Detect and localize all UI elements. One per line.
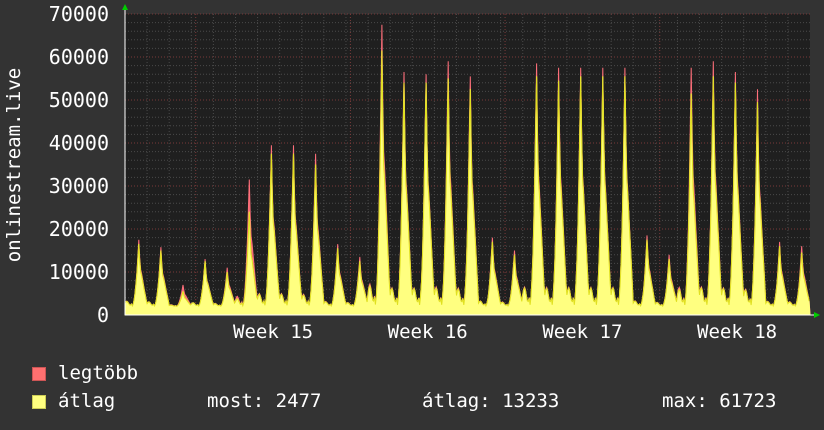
y-tick-label: 40000 [49,131,109,155]
y-axis-arrow [122,4,128,10]
y-axis-label: onlinestream.live [3,68,25,262]
stat-max: max: 61723 [662,390,777,412]
y-tick-label: 70000 [49,2,109,26]
y-tick-label: 30000 [49,174,109,198]
legend-label-avg: átlag [58,390,116,412]
y-tick-label: 50000 [49,88,109,112]
series-avg-line [124,50,810,308]
legend-label-max: legtöbb [58,362,139,384]
stat-current: most: 2477 [207,390,322,412]
axes [122,4,820,318]
x-tick-label: Week 18 [697,321,777,343]
y-tick-label: 60000 [49,45,109,69]
y-tick-label: 0 [97,303,109,327]
x-tick-label: Week 15 [233,321,313,343]
x-axis-arrow [814,312,820,318]
series-group [124,24,811,316]
legend-swatch-max [32,367,46,381]
legend-swatch-avg [32,395,46,409]
major-grid [125,13,810,315]
x-tick-labels: Week 15 Week 16 Week 17 Week 18 [233,321,777,343]
y-tick-label: 10000 [49,260,109,284]
x-tick-label: Week 17 [542,321,622,343]
y-tick-label: 20000 [49,217,109,241]
x-tick-label: Week 16 [388,321,468,343]
stat-average: átlag: 13233 [422,390,560,412]
y-tick-labels: 0 10000 20000 30000 40000 50000 60000 70000 [49,2,109,327]
